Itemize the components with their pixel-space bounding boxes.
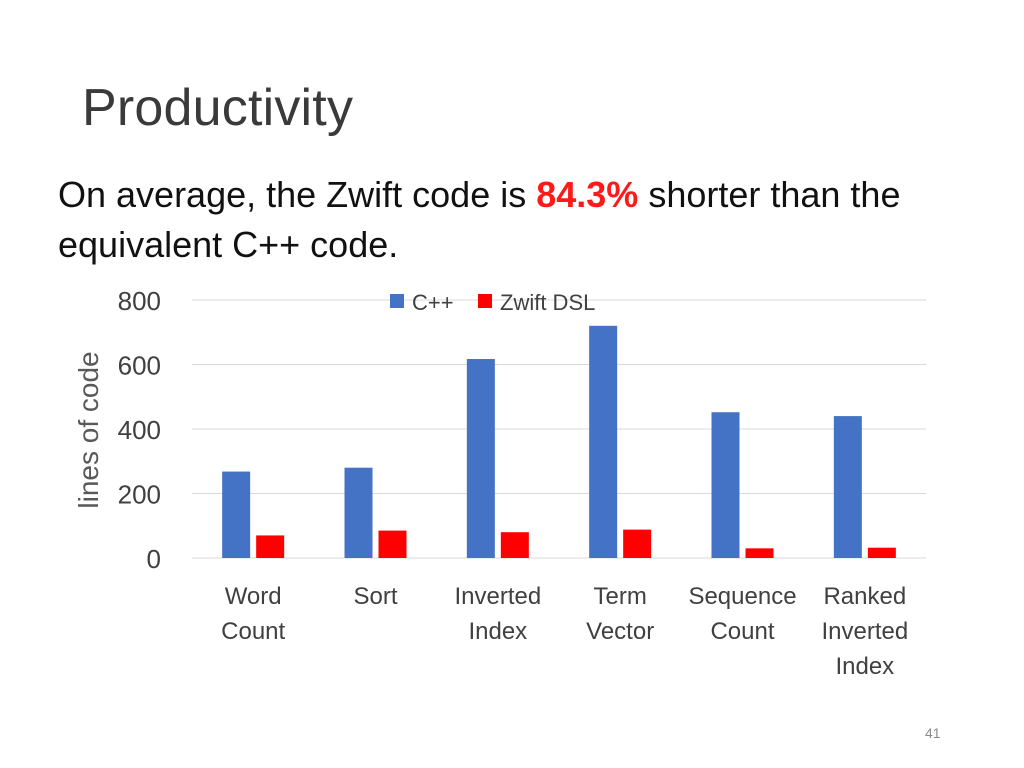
- legend-label-cpp: C++: [412, 290, 454, 315]
- x-tick-label-line: Sort: [353, 583, 397, 610]
- x-tick-label: Term Vector: [586, 583, 654, 645]
- page-number: 41: [925, 725, 941, 741]
- x-tick-label: Word Count: [221, 583, 285, 645]
- y-tick-label: 0: [147, 544, 161, 574]
- x-tick-label-line: Index: [468, 618, 527, 645]
- grid-lines: [192, 299, 926, 559]
- bar-cpp: [589, 325, 618, 558]
- x-tick-label-line: Inverted: [454, 583, 541, 610]
- x-tick-label: Sort: [353, 583, 397, 610]
- slide-subtitle: On average, the Zwift code is 84.3% shor…: [58, 170, 988, 270]
- y-axis-tick-labels: 0 200 400 600 800: [118, 286, 161, 574]
- bar-cpp: [711, 412, 740, 558]
- bar-zwift-dsl: [623, 529, 652, 558]
- x-tick-label-line: Count: [710, 618, 774, 645]
- bar-zwift-dsl: [500, 532, 529, 558]
- bar-cpp: [344, 467, 373, 558]
- bar-zwift-dsl: [378, 530, 407, 558]
- bar-zwift-dsl: [256, 535, 285, 558]
- legend-swatch-zwift-dsl: [478, 294, 492, 308]
- bar-cpp: [222, 471, 251, 558]
- x-tick-label-line: Vector: [586, 618, 654, 645]
- x-tick-label: Sequence Count: [688, 583, 796, 645]
- legend-swatch-cpp: [390, 294, 404, 308]
- bar-cpp: [466, 359, 495, 558]
- y-tick-label: 400: [118, 415, 161, 445]
- bar-cpp: [833, 416, 862, 558]
- bar-zwift-dsl: [745, 548, 774, 558]
- x-tick-label-line: Ranked: [823, 583, 906, 610]
- y-tick-label: 800: [118, 286, 161, 316]
- bar-zwift-dsl: [867, 547, 896, 558]
- x-tick-label-line: Inverted: [821, 618, 908, 645]
- subtitle-text-after: shorter than the equivalent C++ code.: [58, 174, 901, 265]
- x-tick-label-line: Count: [221, 618, 285, 645]
- x-tick-label-line: Sequence: [688, 583, 796, 610]
- x-tick-label-line: Index: [835, 653, 894, 680]
- x-axis-tick-labels: Word Count Sort Inverted Index Term Vector Sequ…: [221, 583, 908, 680]
- y-axis-label: lines of code: [73, 351, 104, 508]
- x-tick-label: Ranked Inverted Index: [821, 583, 908, 680]
- bars: [222, 325, 896, 558]
- chart-legend: C++ Zwift DSL: [390, 290, 595, 315]
- y-tick-label: 200: [118, 480, 161, 510]
- y-tick-label: 600: [118, 351, 161, 381]
- subtitle-text-before: On average, the Zwift code is: [58, 174, 537, 215]
- legend-label-zwift-dsl: Zwift DSL: [500, 290, 595, 315]
- subtitle-highlight-percent: 84.3%: [536, 174, 639, 215]
- slide-title: Productivity: [82, 79, 354, 137]
- x-tick-label-line: Term: [593, 583, 646, 610]
- x-tick-label-line: Word: [225, 583, 282, 610]
- x-tick-label: Inverted Index: [454, 583, 541, 645]
